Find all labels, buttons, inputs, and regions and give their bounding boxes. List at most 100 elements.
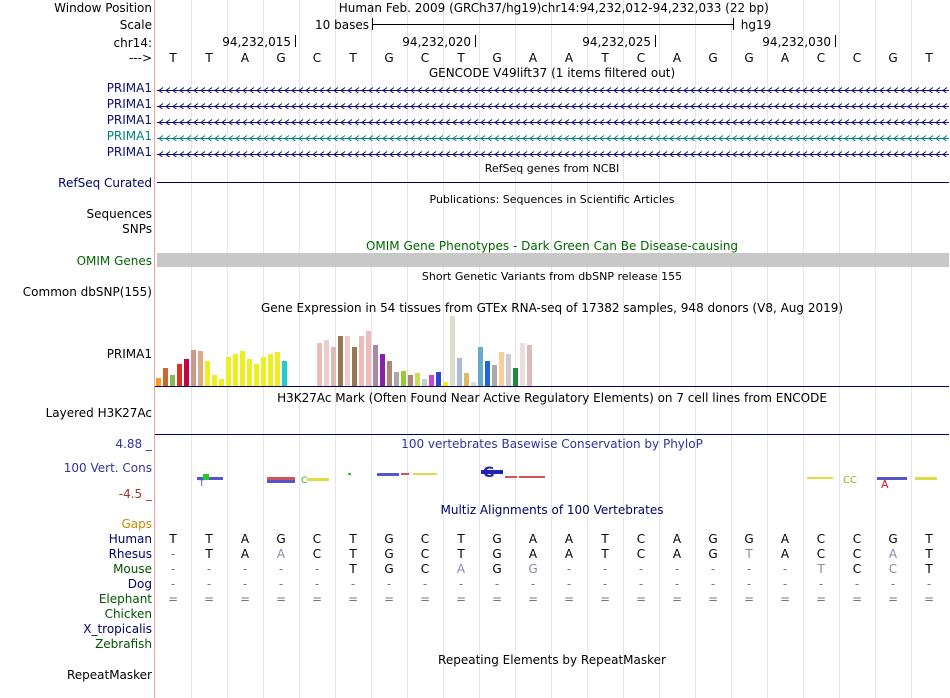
gtex-barchart[interactable] (155, 316, 555, 386)
gtex-tissue-bar[interactable] (268, 354, 273, 386)
alignment-base: T (205, 532, 213, 546)
gtex-tissue-bar[interactable] (156, 378, 161, 386)
grid-line (551, 0, 552, 698)
gencode-transcript-strand[interactable] (157, 148, 949, 157)
alignment-base: A (780, 532, 790, 546)
gtex-tissue-bar[interactable] (275, 352, 280, 386)
gtex-tissue-bar[interactable] (338, 336, 343, 386)
label-dbsnp[interactable]: Common dbSNP(155) (22, 285, 152, 299)
label-gtex-gene[interactable]: PRIMA1 (106, 347, 152, 361)
ruler-tick (835, 35, 836, 47)
alignment-base: - (242, 577, 248, 591)
gtex-tissue-bar[interactable] (331, 347, 336, 386)
gtex-tissue-bar[interactable] (527, 345, 532, 386)
gtex-tissue-bar[interactable] (254, 364, 259, 386)
gtex-tissue-bar[interactable] (394, 372, 399, 386)
species-label[interactable]: Human (108, 532, 152, 546)
gtex-tissue-bar[interactable] (499, 352, 504, 386)
gencode-transcript-strand[interactable] (157, 100, 949, 109)
gtex-tissue-bar[interactable] (212, 375, 217, 386)
species-label[interactable]: X_tropicalis (83, 622, 152, 636)
gtex-tissue-bar[interactable] (226, 357, 231, 386)
species-label[interactable]: Rhesus (108, 547, 152, 561)
gtex-tissue-bar[interactable] (282, 361, 287, 386)
gtex-tissue-bar[interactable] (415, 373, 420, 386)
label-snps[interactable]: SNPs (122, 222, 152, 236)
gtex-tissue-bar[interactable] (366, 331, 371, 386)
gtex-tissue-bar[interactable] (464, 373, 469, 386)
cons-title: 100 vertebrates Basewise Conservation by… (401, 437, 703, 451)
alignment-base: A (240, 547, 250, 561)
gencode-transcript-strand[interactable] (157, 132, 949, 141)
gtex-tissue-bar[interactable] (184, 359, 189, 386)
label-refseq[interactable]: RefSeq Curated (58, 176, 152, 190)
alignment-base: - (710, 562, 716, 576)
gtex-tissue-bar[interactable] (520, 343, 525, 386)
gtex-tissue-bar[interactable] (345, 336, 350, 386)
gtex-tissue-bar[interactable] (436, 372, 441, 386)
gtex-tissue-bar[interactable] (191, 350, 196, 386)
gtex-tissue-bar[interactable] (492, 365, 497, 386)
gtex-tissue-bar[interactable] (380, 354, 385, 386)
gtex-tissue-bar[interactable] (471, 382, 476, 386)
alignment-base: T (925, 562, 933, 576)
gtex-tissue-bar[interactable] (359, 336, 364, 386)
alignment-base: = (311, 592, 323, 606)
alignment-base: - (782, 577, 788, 591)
gtex-tissue-bar[interactable] (317, 343, 322, 386)
gencode-transcript-strand[interactable] (157, 116, 949, 125)
gencode-transcript-label[interactable]: PRIMA1 (106, 129, 152, 143)
gtex-tissue-bar[interactable] (429, 375, 434, 386)
label-cons[interactable]: 100 Vert. Cons (63, 461, 152, 475)
omim-gene-bar[interactable] (157, 253, 949, 267)
gencode-transcript-label[interactable]: PRIMA1 (106, 113, 152, 127)
species-label[interactable]: Chicken (104, 607, 152, 621)
gtex-tissue-bar[interactable] (450, 316, 455, 386)
gtex-tissue-bar[interactable] (408, 375, 413, 386)
gtex-tissue-bar[interactable] (422, 379, 427, 386)
gtex-tissue-bar[interactable] (457, 358, 462, 386)
species-label[interactable]: Zebrafish (95, 637, 152, 651)
gtex-tissue-bar[interactable] (233, 354, 238, 386)
label-h3k27ac[interactable]: Layered H3K27Ac (45, 406, 152, 420)
gtex-tissue-bar[interactable] (247, 359, 252, 386)
gtex-tissue-bar[interactable] (373, 345, 378, 386)
alignment-base: - (602, 577, 608, 591)
gencode-transcript-label[interactable]: PRIMA1 (106, 81, 152, 95)
label-scale: Scale (119, 18, 152, 32)
gtex-tissue-bar[interactable] (387, 361, 392, 386)
gtex-tissue-bar[interactable] (240, 351, 245, 386)
gtex-tissue-bar[interactable] (324, 340, 329, 386)
species-label[interactable]: Dog (127, 577, 152, 591)
gencode-title: GENCODE V49lift37 (1 items filtered out) (428, 66, 676, 80)
alignment-base: - (494, 577, 500, 591)
gtex-tissue-bar[interactable] (443, 382, 448, 386)
label-sequences[interactable]: Sequences (86, 207, 152, 221)
refseq-gene-line[interactable] (157, 182, 949, 183)
gtex-tissue-bar[interactable] (401, 371, 406, 386)
gtex-tissue-bar[interactable] (513, 368, 518, 386)
gtex-tissue-bar[interactable] (478, 347, 483, 386)
label-omim[interactable]: OMIM Genes (76, 254, 152, 268)
gtex-tissue-bar[interactable] (170, 375, 175, 386)
label-gaps[interactable]: Gaps (121, 517, 152, 531)
gtex-tissue-bar[interactable] (506, 354, 511, 386)
gencode-transcript-strand[interactable] (157, 84, 949, 93)
gencode-transcript-label[interactable]: PRIMA1 (106, 145, 152, 159)
label-repeatmasker[interactable]: RepeatMasker (66, 668, 152, 682)
grid-line (443, 0, 444, 698)
gtex-tissue-bar[interactable] (352, 347, 357, 386)
gencode-transcript-label[interactable]: PRIMA1 (106, 97, 152, 111)
species-label[interactable]: Mouse (113, 562, 152, 576)
gtex-tissue-bar[interactable] (177, 364, 182, 386)
species-label[interactable]: Elephant (98, 592, 152, 606)
gtex-tissue-bar[interactable] (261, 357, 266, 386)
gtex-tissue-bar[interactable] (205, 361, 210, 386)
cons-logo-plot[interactable]: T C G CC A (155, 452, 949, 498)
gtex-tissue-bar[interactable] (485, 361, 490, 386)
alignment-base: - (314, 562, 320, 576)
grid-line (767, 0, 768, 698)
gtex-tissue-bar[interactable] (163, 368, 168, 386)
gtex-tissue-bar[interactable] (198, 351, 203, 386)
gtex-tissue-bar[interactable] (219, 379, 224, 386)
